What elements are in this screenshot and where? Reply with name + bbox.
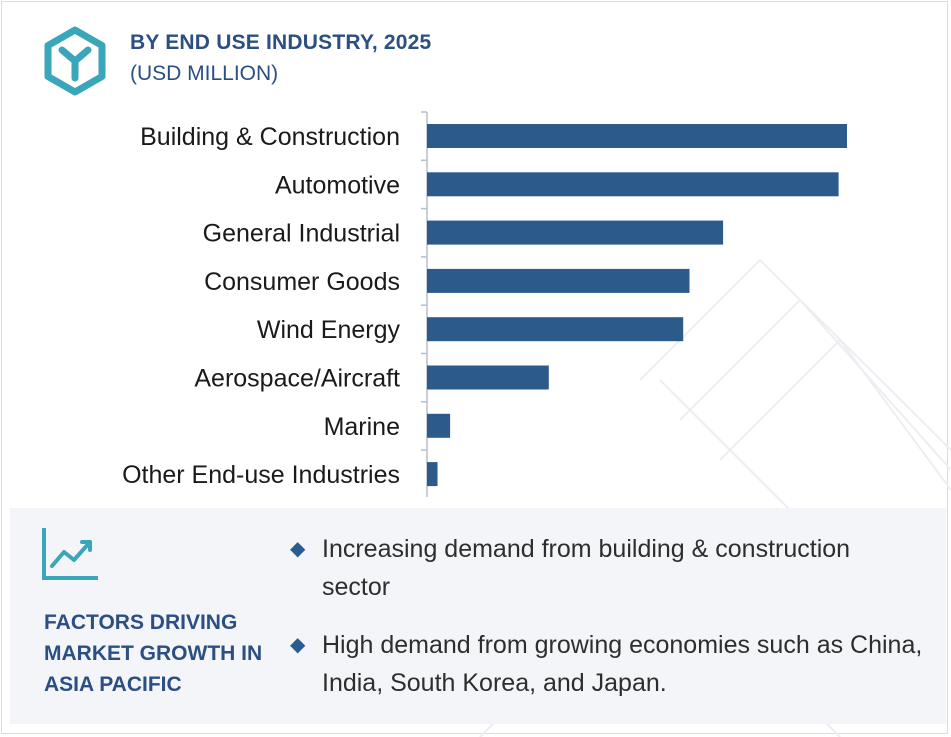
bar-wind-energy <box>427 317 684 342</box>
bar-marine <box>427 413 451 438</box>
category-label: Automotive <box>275 171 400 199</box>
category-label: Wind Energy <box>257 316 401 344</box>
category-label: Consumer Goods <box>204 268 400 296</box>
category-label: Marine <box>324 413 400 441</box>
category-label: Other End-use Industries <box>122 461 400 489</box>
bar-consumer-goods <box>427 268 690 293</box>
bar-general-industrial <box>427 220 724 245</box>
factors-panel <box>10 508 946 724</box>
factors-title: FACTORS DRIVING MARKET GROWTH IN ASIA PA… <box>44 611 263 696</box>
factor-bullet-1: ◆ Increasing demand from building & cons… <box>290 530 890 606</box>
factor-text-1: Increasing demand from building & constr… <box>322 535 851 601</box>
category-label: Building & Construction <box>140 123 400 151</box>
factor-bullet-2: ◆ High demand from growing economies suc… <box>290 626 930 702</box>
diamond-bullet-icon: ◆ <box>290 634 306 656</box>
bar-other-end-use-industries <box>427 462 438 487</box>
bar-automotive <box>427 172 839 197</box>
category-label: General Industrial <box>203 220 400 248</box>
hexagon-logo-icon <box>44 26 106 96</box>
chart-title: BY END USE INDUSTRY, 2025 <box>130 31 432 54</box>
trend-chart-icon <box>42 528 98 580</box>
bar-building-construction <box>427 124 847 148</box>
category-label: Aerospace/Aircraft <box>194 365 400 393</box>
diamond-bullet-icon: ◆ <box>290 538 306 560</box>
chart-subtitle: (USD MILLION) <box>130 62 279 85</box>
factor-text-2: High demand from growing economies such … <box>322 631 923 697</box>
bar-aerospace-aircraft <box>427 365 549 390</box>
